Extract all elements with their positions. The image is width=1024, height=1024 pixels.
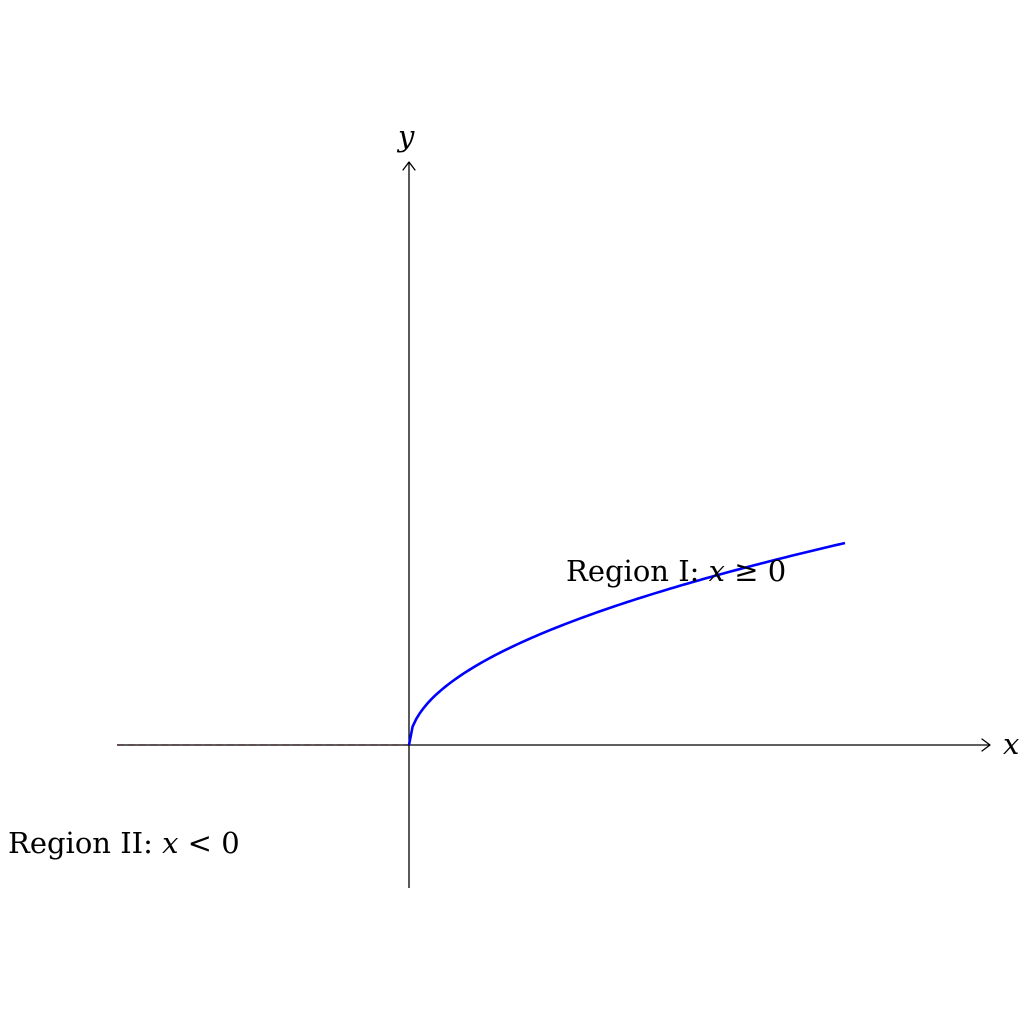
x-axis-label: x [1003,727,1019,761]
region-one-label: Region I: x ≥ 0 [566,554,786,588]
region-two-prefix: Region II: [8,826,162,860]
curve-region-one [407,541,846,746]
region-one-prefix: Region I: [566,554,709,588]
region-two-variable: x [162,826,178,860]
region-two-label: Region II: x < 0 [8,826,240,860]
region-two-relation: < 0 [178,826,239,860]
region-one-variable: x [709,554,725,588]
x-axis-arrow-icon [981,738,991,752]
region-one-relation: ≥ 0 [725,554,786,588]
y-axis-arrow-icon [402,161,416,171]
y-axis-label: y [396,119,415,153]
